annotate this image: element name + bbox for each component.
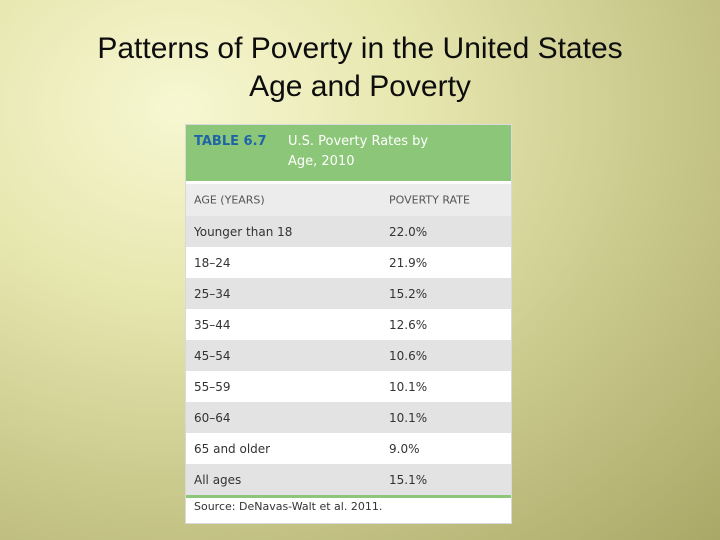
table-source-note: Source: DeNavas-Walt et al. 2011. [194,500,383,513]
table-row: 45–54 10.6% [186,340,511,371]
row-rate: 21.9% [389,255,428,270]
row-rate: 12.6% [389,317,428,332]
table-row: Younger than 18 22.0% [186,216,511,247]
column-header-poverty-rate: POVERTY RATE [389,193,470,207]
row-age: 55–59 [194,379,231,394]
row-rate: 15.2% [389,286,428,301]
row-rate: 10.6% [389,348,428,363]
row-age: 60–64 [194,410,231,425]
table-number: TABLE 6.7 [194,134,267,149]
row-rate: 15.1% [389,472,428,487]
table-caption: U.S. Poverty Rates by Age, 2010 [288,132,428,172]
table-row: 35–44 12.6% [186,309,511,340]
row-rate: 22.0% [389,224,428,239]
table-caption-line-1: U.S. Poverty Rates by [288,134,429,149]
slide-title-line-1: Patterns of Poverty in the United States [97,32,623,65]
row-age: 35–44 [194,317,231,332]
row-age: 45–54 [194,348,231,363]
table-row-total: All ages 15.1% [186,464,511,498]
row-age: Younger than 18 [194,224,293,239]
poverty-table-figure: TABLE 6.7 U.S. Poverty Rates by Age, 201… [186,125,511,523]
row-age: 25–34 [194,286,231,301]
row-rate: 10.1% [389,379,428,394]
table-caption-line-2: Age, 2010 [288,154,355,169]
column-headers: AGE (YEARS) POVERTY RATE [186,184,511,216]
table-row: 55–59 10.1% [186,371,511,402]
row-age: 65 and older [194,441,271,456]
slide-title-line-2: Age and Poverty [249,70,471,103]
slide-title: Patterns of Poverty in the United States… [0,30,720,106]
table-header: TABLE 6.7 U.S. Poverty Rates by Age, 201… [186,125,511,181]
row-age: All ages [194,472,242,487]
table-row: 25–34 15.2% [186,278,511,309]
row-rate: 9.0% [389,441,420,456]
row-age: 18–24 [194,255,231,270]
row-rate: 10.1% [389,410,428,425]
table-row: 60–64 10.1% [186,402,511,433]
table-row: 65 and older 9.0% [186,433,511,464]
table-row: 18–24 21.9% [186,247,511,278]
column-header-age: AGE (YEARS) [194,193,265,207]
